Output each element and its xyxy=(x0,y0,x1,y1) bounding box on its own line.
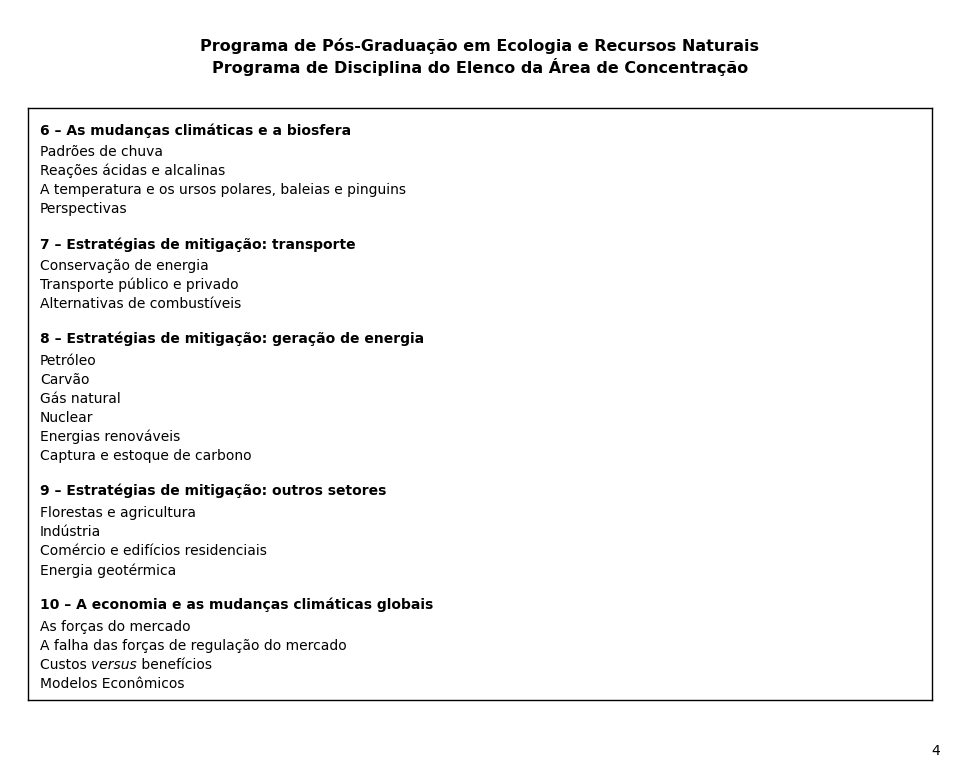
Text: Nuclear: Nuclear xyxy=(40,411,93,425)
Text: Comércio e edifícios residenciais: Comércio e edifícios residenciais xyxy=(40,544,267,558)
Text: Gás natural: Gás natural xyxy=(40,392,121,406)
Text: Programa de Disciplina do Elenco da Área de Concentração: Programa de Disciplina do Elenco da Área… xyxy=(212,58,748,76)
Text: Reações ácidas e alcalinas: Reações ácidas e alcalinas xyxy=(40,164,226,179)
Text: As forças do mercado: As forças do mercado xyxy=(40,620,191,634)
Text: 7 – Estratégias de mitigação: transporte: 7 – Estratégias de mitigação: transporte xyxy=(40,237,355,251)
Text: Padrões de chuva: Padrões de chuva xyxy=(40,145,163,159)
Text: 4: 4 xyxy=(931,744,940,758)
Text: 6 – As mudanças climáticas e a biosfera: 6 – As mudanças climáticas e a biosfera xyxy=(40,123,351,138)
Text: A falha das forças de regulação do mercado: A falha das forças de regulação do merca… xyxy=(40,639,347,653)
Text: versus: versus xyxy=(91,658,137,672)
Text: 8 – Estratégias de mitigação: geração de energia: 8 – Estratégias de mitigação: geração de… xyxy=(40,332,424,347)
Text: Indústria: Indústria xyxy=(40,525,101,539)
Text: Captura e estoque de carbono: Captura e estoque de carbono xyxy=(40,449,252,463)
Text: Perspectivas: Perspectivas xyxy=(40,202,128,216)
Text: Conservação de energia: Conservação de energia xyxy=(40,259,208,273)
Text: 10 – A economia e as mudanças climáticas globais: 10 – A economia e as mudanças climáticas… xyxy=(40,598,433,612)
Text: Florestas e agricultura: Florestas e agricultura xyxy=(40,506,196,520)
Text: Custos: Custos xyxy=(40,658,91,672)
Text: Petróleo: Petróleo xyxy=(40,354,97,368)
Text: benefícios: benefícios xyxy=(137,658,212,672)
Text: 9 – Estratégias de mitigação: outros setores: 9 – Estratégias de mitigação: outros set… xyxy=(40,484,386,499)
Text: Energias renováveis: Energias renováveis xyxy=(40,430,180,445)
Text: Carvão: Carvão xyxy=(40,373,89,387)
Text: A temperatura e os ursos polares, baleias e pinguins: A temperatura e os ursos polares, baleia… xyxy=(40,183,406,197)
Text: Energia geotérmica: Energia geotérmica xyxy=(40,563,177,578)
Text: Alternativas de combustíveis: Alternativas de combustíveis xyxy=(40,297,241,311)
Text: Modelos Econômicos: Modelos Econômicos xyxy=(40,677,184,691)
Text: Programa de Pós-Graduação em Ecologia e Recursos Naturais: Programa de Pós-Graduação em Ecologia e … xyxy=(201,38,759,54)
Text: Transporte público e privado: Transporte público e privado xyxy=(40,278,239,293)
